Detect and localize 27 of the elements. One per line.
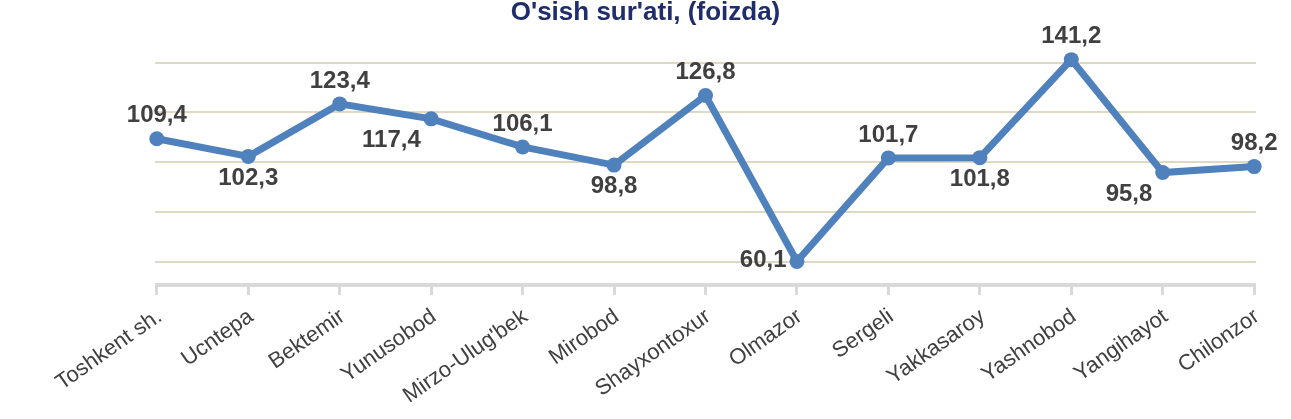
point [240,148,256,164]
point [606,157,622,173]
data-label: 106,1 [492,108,553,136]
data-label: 109,4 [126,100,188,128]
data-label: 101,8 [949,164,1010,192]
data-label: 123,4 [309,65,371,93]
point [1155,165,1171,181]
data-label: 126,8 [675,57,736,85]
data-label: 98,2 [1230,128,1278,156]
point [332,96,348,112]
point [423,111,439,127]
point [972,150,988,166]
point [1063,52,1079,68]
data-label: 141,2 [1041,21,1102,49]
data-label: 95,8 [1105,178,1153,206]
data-label: 98,8 [590,171,638,199]
data-label: 117,4 [362,125,422,153]
data-label: 60,1 [739,245,787,273]
data-label: 102,3 [218,162,279,190]
chart-title: O'sish sur'ati, (foizda) [510,0,781,27]
point [880,150,896,166]
point [698,87,713,103]
data-label: 101,7 [858,119,919,147]
point [515,139,531,155]
point [149,131,165,147]
point [1246,159,1262,175]
point [789,253,805,269]
